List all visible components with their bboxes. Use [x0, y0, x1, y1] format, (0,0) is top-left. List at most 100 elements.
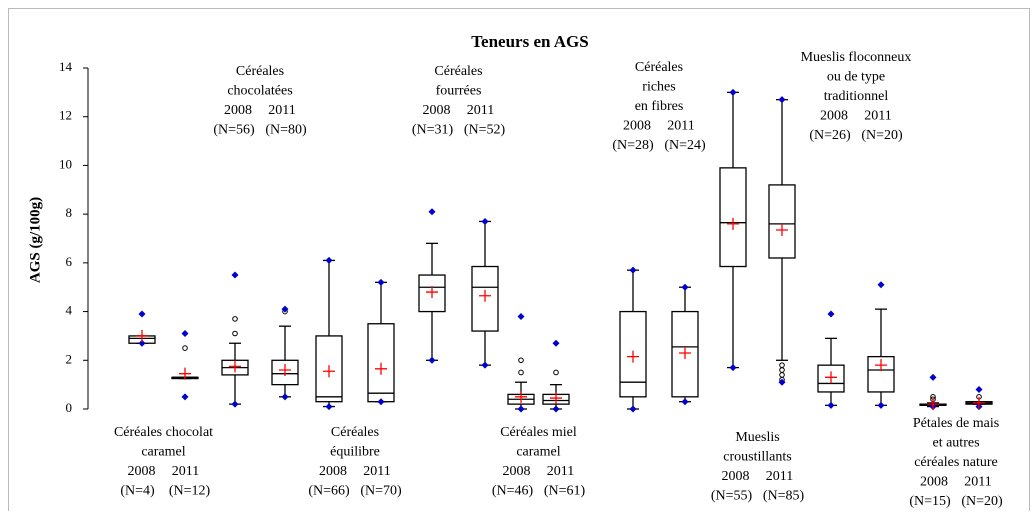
year-label: 2008	[423, 103, 451, 118]
extreme-point	[729, 364, 737, 372]
n-label: (N=46)	[492, 484, 534, 499]
extreme-point	[877, 281, 885, 289]
y-tick-label: 0	[66, 400, 73, 415]
frame	[8, 8, 1030, 516]
mean-marker	[279, 364, 291, 377]
mean-marker	[679, 346, 691, 359]
year-label: 2011	[363, 464, 390, 479]
n-label: (N=20)	[861, 128, 903, 143]
n-label: (N=66)	[308, 484, 350, 499]
group-label: et autres	[932, 436, 979, 451]
extreme-point	[181, 329, 189, 337]
n-label: (N=55)	[711, 489, 753, 504]
extreme-point	[929, 373, 937, 381]
mean-marker	[875, 359, 887, 372]
outlier	[232, 316, 238, 322]
extreme-point	[778, 378, 786, 386]
year-label: 2011	[766, 469, 793, 484]
extreme-point	[181, 393, 189, 401]
extreme-point	[428, 356, 436, 364]
extreme-point	[231, 271, 239, 279]
mean-marker	[515, 390, 527, 403]
group-label: riches	[642, 80, 675, 95]
mean-marker	[727, 217, 739, 230]
group-label: en fibres	[635, 99, 684, 114]
group-label: fourrées	[436, 84, 482, 99]
n-label: (N=12)	[169, 484, 211, 499]
extreme-point	[517, 312, 525, 320]
extreme-point	[827, 310, 835, 318]
year-label: 2008	[503, 464, 531, 479]
year-label: 2008	[319, 464, 347, 479]
extreme-point	[231, 400, 239, 408]
extreme-point	[377, 278, 385, 286]
extreme-point	[377, 398, 385, 406]
mean-marker	[229, 360, 241, 373]
group-label: traditionnel	[824, 89, 889, 104]
group-label: céréales nature	[914, 455, 998, 470]
group-label: Céréales	[331, 425, 379, 440]
mean-marker	[323, 365, 335, 378]
extreme-point	[552, 339, 560, 347]
mean-marker	[973, 396, 985, 409]
group-label: Céréales	[236, 64, 284, 79]
extreme-point	[681, 283, 689, 291]
n-label: (N=24)	[664, 138, 706, 153]
extreme-point	[517, 405, 525, 413]
group-label: équilibre	[330, 445, 380, 460]
y-tick-label: 6	[66, 254, 73, 269]
outlier	[553, 369, 559, 376]
group-label: Mueslis floconneux	[801, 50, 912, 65]
group-label: chocolatées	[227, 84, 292, 99]
n-label: (N=20)	[961, 494, 1003, 509]
extreme-point	[325, 403, 333, 411]
year-label: 2011	[864, 109, 891, 124]
y-tick-label: 8	[66, 205, 73, 220]
mean-marker	[179, 367, 191, 380]
group-label: ou de type	[827, 70, 885, 85]
mean-marker	[927, 398, 939, 411]
group-label: Mueslis	[735, 430, 779, 445]
year-label: 2008	[920, 475, 948, 490]
n-label: (N=28)	[612, 138, 654, 153]
extreme-point	[138, 310, 146, 318]
box	[367, 323, 395, 403]
year-label: 2011	[667, 119, 694, 134]
extreme-point	[481, 361, 489, 369]
group-label: Céréales miel	[500, 425, 577, 440]
year-label: 2008	[623, 119, 651, 134]
n-label: (N=61)	[544, 484, 586, 499]
extreme-point	[629, 405, 637, 413]
group-label: Pétales de mais	[913, 416, 999, 431]
chart-title: Teneurs en AGS	[471, 32, 588, 51]
group-label: Céréales chocolat	[114, 425, 213, 440]
extreme-point	[629, 266, 637, 274]
outlier	[182, 345, 188, 351]
year-label: 2011	[547, 464, 574, 479]
extreme-point	[281, 393, 289, 401]
y-axis-label: AGS (g/100g)	[27, 197, 43, 283]
extreme-point	[325, 256, 333, 264]
y-tick-label: 12	[59, 108, 72, 123]
box	[768, 184, 796, 259]
extreme-point	[778, 96, 786, 104]
year-label: 2011	[172, 464, 199, 479]
y-tick-label: 4	[66, 303, 73, 318]
outlier	[779, 362, 785, 368]
mean-marker	[825, 371, 837, 384]
extreme-point	[138, 339, 146, 347]
mean-marker	[550, 392, 562, 405]
year-label: 2011	[467, 103, 494, 118]
box	[719, 167, 747, 268]
n-label: (N=31)	[412, 123, 454, 138]
mean-marker	[375, 362, 387, 375]
n-label: (N=15)	[909, 494, 951, 509]
extreme-point	[975, 386, 983, 394]
mean-marker	[627, 350, 639, 363]
extreme-point	[481, 217, 489, 225]
year-label: 2011	[268, 103, 295, 118]
group-label: Céréales	[635, 60, 683, 75]
year-label: 2008	[128, 464, 156, 479]
extreme-point	[827, 401, 835, 409]
